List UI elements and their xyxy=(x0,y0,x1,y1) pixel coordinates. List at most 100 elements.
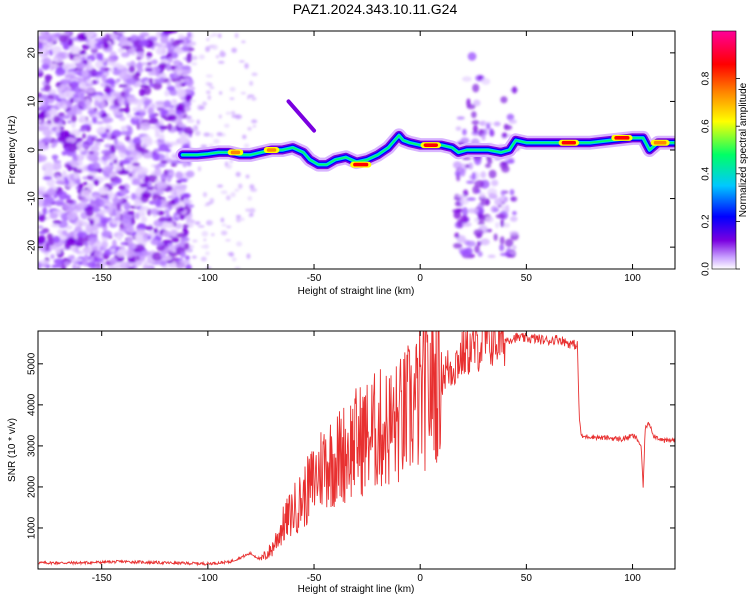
noise-blob xyxy=(38,67,43,73)
noise-blob xyxy=(126,95,137,103)
colorbar: 0.0 0.2 0.4 0.6 0.8 Normalized spectral ampl… xyxy=(701,30,749,276)
noise-blob xyxy=(165,212,170,219)
y-tick-label: 2000 xyxy=(27,475,38,498)
noise-blob xyxy=(205,90,211,95)
noise-blob xyxy=(104,167,112,175)
noise-blob xyxy=(148,200,157,205)
noise-blob xyxy=(50,143,56,148)
noise-blob xyxy=(219,91,223,95)
noise-blob xyxy=(499,252,510,257)
top-x-axis: -150 -100 -50 0 50 100 xyxy=(92,31,641,284)
noise-blob xyxy=(45,98,55,104)
noise-blob xyxy=(144,225,154,231)
noise-blob xyxy=(107,96,113,101)
noise-blob xyxy=(82,247,93,255)
noise-blob xyxy=(472,185,479,194)
x-tick-label: 0 xyxy=(417,273,423,284)
noise-blob xyxy=(57,121,64,126)
noise-blob xyxy=(94,38,103,42)
noise-blob xyxy=(251,119,258,124)
noise-blob xyxy=(149,82,155,88)
noise-blob xyxy=(155,198,162,208)
noise-blob xyxy=(178,138,184,145)
noise-blob xyxy=(187,85,194,90)
noise-blob xyxy=(455,126,462,131)
x-tick-label: -150 xyxy=(92,573,112,584)
noise-blob xyxy=(171,41,181,47)
noise-blob xyxy=(162,31,174,35)
noise-blob xyxy=(114,263,122,269)
noise-blob xyxy=(120,159,131,165)
noise-blob xyxy=(130,217,136,225)
noise-blob xyxy=(137,230,147,236)
noise-blob xyxy=(67,143,77,153)
noise-blob xyxy=(500,219,505,228)
noise-blob xyxy=(86,174,94,180)
noise-blob xyxy=(235,216,242,223)
noise-blob xyxy=(77,148,85,153)
noise-blob xyxy=(66,137,77,143)
noise-blob xyxy=(80,189,91,198)
noise-blob xyxy=(141,191,152,199)
noise-blob xyxy=(52,154,58,162)
noise-blob xyxy=(76,142,83,149)
noise-blob xyxy=(100,112,109,118)
noise-blob xyxy=(78,183,84,189)
noise-blob xyxy=(503,124,513,130)
noise-blob xyxy=(111,55,119,60)
noise-blob xyxy=(247,196,253,201)
noise-blob xyxy=(117,47,123,53)
colorbar-tick-label: 0.8 xyxy=(701,71,712,85)
noise-blob xyxy=(481,133,486,141)
noise-blob xyxy=(500,190,506,196)
noise-blob xyxy=(493,233,498,241)
noise-blob xyxy=(147,266,153,269)
noise-blob xyxy=(187,31,192,39)
noise-blob xyxy=(78,116,88,124)
noise-blob xyxy=(175,171,183,180)
noise-blob xyxy=(160,160,168,164)
noise-blob xyxy=(170,229,178,237)
noise-blob xyxy=(238,60,245,63)
noise-blob xyxy=(211,44,219,50)
noise-blob xyxy=(512,210,517,216)
noise-blob xyxy=(151,251,163,261)
noise-blob xyxy=(87,153,98,162)
noise-blob xyxy=(171,73,180,79)
chart-title: PAZ1.2024.343.10.11.G24 xyxy=(292,1,458,17)
noise-blob xyxy=(477,75,483,80)
noise-blob xyxy=(479,192,486,199)
noise-blob xyxy=(125,105,130,114)
noise-blob xyxy=(46,104,52,111)
noise-blob xyxy=(65,237,76,245)
noise-blob xyxy=(146,56,151,61)
noise-blob xyxy=(84,31,95,38)
noise-blob xyxy=(54,199,65,207)
noise-blob xyxy=(132,136,143,145)
noise-blob xyxy=(178,206,185,212)
noise-blob xyxy=(499,243,505,252)
noise-blob xyxy=(160,173,167,181)
noise-blob xyxy=(185,170,195,178)
x-tick-label: -100 xyxy=(198,273,218,284)
noise-blob xyxy=(164,90,170,97)
noise-blob xyxy=(89,219,95,226)
noise-blob xyxy=(94,141,101,147)
noise-blob xyxy=(160,35,169,44)
noise-blob xyxy=(66,211,77,221)
noise-blob xyxy=(249,80,254,86)
top-y-axis: -20 -10 0 10 20 xyxy=(27,47,675,254)
noise-blob xyxy=(102,117,114,123)
noise-blob xyxy=(125,78,137,85)
noise-blob xyxy=(194,130,201,136)
noise-blob xyxy=(493,121,501,127)
noise-blob xyxy=(152,81,162,90)
noise-blob xyxy=(44,196,55,204)
noise-blob xyxy=(462,76,472,82)
noise-blob xyxy=(191,255,197,259)
noise-blob xyxy=(215,54,220,59)
noise-blob xyxy=(138,109,147,113)
noise-blob xyxy=(52,162,62,171)
noise-blob xyxy=(126,145,137,151)
